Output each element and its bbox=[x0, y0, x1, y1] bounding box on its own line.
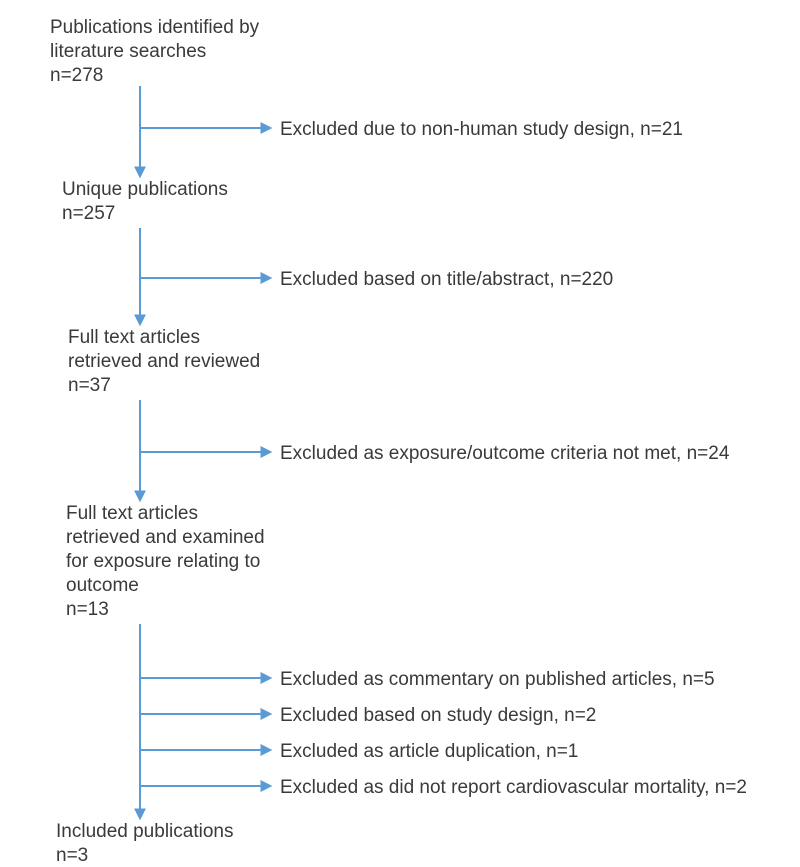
node-fulltext-examined: Full text articlesretrieved and examined… bbox=[66, 503, 265, 620]
node-fulltext-reviewed: Full text articlesretrieved and reviewed… bbox=[68, 327, 260, 396]
exclusion-nonhuman: Excluded due to non-human study design, … bbox=[280, 119, 683, 140]
exclusion-no-cv-mortality: Excluded as did not report cardiovascula… bbox=[280, 777, 747, 798]
exclusion-duplication: Excluded as article duplication, n=1 bbox=[280, 741, 578, 762]
exclusion-criteria: Excluded as exposure/outcome criteria no… bbox=[280, 443, 730, 464]
exclusion-commentary: Excluded as commentary on published arti… bbox=[280, 669, 715, 690]
exclusion-study-design: Excluded based on study design, n=2 bbox=[280, 705, 596, 726]
node-unique: Unique publicationsn=257 bbox=[62, 179, 228, 224]
exclusion-title-abstract: Excluded based on title/abstract, n=220 bbox=[280, 269, 613, 290]
flow-diagram: Publications identified byliterature sea… bbox=[0, 0, 800, 867]
node-identified: Publications identified byliterature sea… bbox=[50, 17, 260, 86]
node-included: Included publicationsn=3 bbox=[56, 821, 233, 866]
